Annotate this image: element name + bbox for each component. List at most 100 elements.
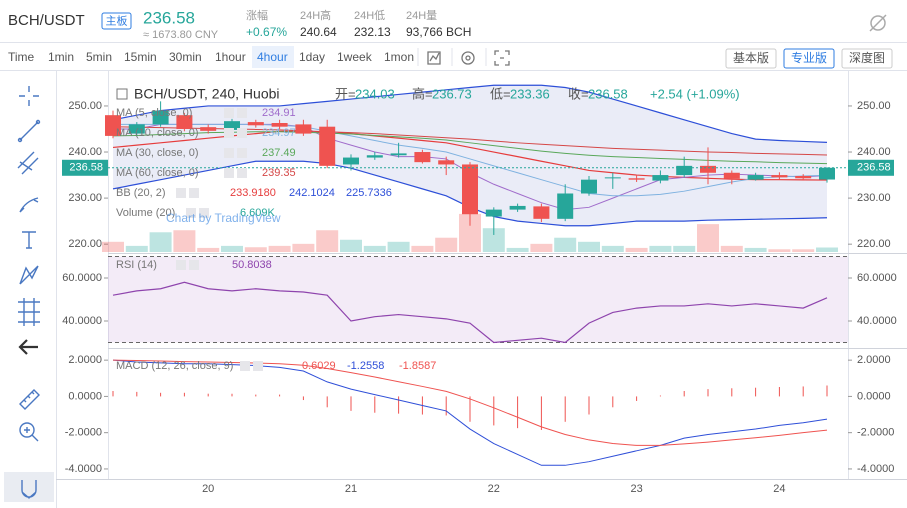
legend-icon[interactable] bbox=[224, 148, 234, 158]
legend-icon[interactable] bbox=[237, 168, 247, 178]
indicator-line bbox=[112, 281, 828, 344]
legend-icon[interactable] bbox=[253, 361, 263, 371]
y-tick-label: -2.0000 bbox=[857, 427, 894, 439]
interval[interactable]: 1mon bbox=[384, 50, 414, 64]
ohlc-value: 234.03 bbox=[355, 86, 395, 101]
volume-bar bbox=[244, 247, 267, 252]
y-tick-label: 240.00 bbox=[68, 146, 102, 158]
legend-name: MA (30, close, 0) bbox=[116, 147, 199, 159]
legend-icon[interactable] bbox=[240, 361, 250, 371]
legend-icon[interactable] bbox=[224, 128, 234, 138]
collapse-icon[interactable] bbox=[116, 88, 128, 100]
volume-bar bbox=[673, 245, 696, 252]
icon bbox=[427, 51, 441, 65]
volume-bar bbox=[102, 241, 124, 252]
view-button[interactable]: 专业版 bbox=[791, 50, 827, 65]
settings-icon[interactable] bbox=[461, 51, 475, 65]
candle-body bbox=[676, 165, 693, 176]
zoom-tool[interactable] bbox=[19, 422, 39, 442]
interval[interactable]: 1min bbox=[48, 50, 74, 64]
back-tool[interactable] bbox=[18, 339, 38, 355]
view-button-box[interactable] bbox=[725, 48, 777, 69]
candle-body bbox=[462, 164, 478, 215]
y-tick-label: -4.0000 bbox=[65, 463, 102, 475]
ohlc-label: 低= bbox=[490, 86, 511, 101]
legend-icon[interactable] bbox=[189, 260, 199, 270]
stat-label: 涨幅 bbox=[246, 9, 268, 22]
legend-icon[interactable] bbox=[176, 260, 186, 270]
y-tick-label: 230.00 bbox=[68, 192, 102, 204]
volume-bar bbox=[506, 247, 529, 252]
interval[interactable]: Time bbox=[8, 50, 35, 64]
volume-bar bbox=[792, 249, 815, 252]
view-button[interactable]: 基本版 bbox=[733, 51, 769, 65]
legend-icon[interactable] bbox=[199, 208, 209, 218]
legend-icon[interactable] bbox=[176, 188, 186, 198]
view-button[interactable]: 深度图 bbox=[849, 50, 885, 65]
volume-bar bbox=[221, 245, 243, 252]
interval[interactable]: 1hour bbox=[215, 50, 246, 64]
interval[interactable]: 30min bbox=[169, 50, 202, 64]
stat-label: 24H高 bbox=[300, 8, 331, 22]
candle-body bbox=[747, 175, 764, 180]
legend-name: Volume (20) bbox=[116, 207, 175, 219]
hide-icon[interactable] bbox=[869, 14, 887, 32]
screenshot-icon[interactable] bbox=[494, 50, 510, 66]
volume-bar bbox=[625, 247, 648, 252]
volume-bar bbox=[554, 237, 577, 252]
candle-body bbox=[795, 175, 812, 179]
candle-body bbox=[819, 167, 835, 180]
text-tool[interactable] bbox=[22, 231, 36, 249]
interval[interactable]: 15min bbox=[124, 50, 157, 64]
legend-icon[interactable] bbox=[189, 188, 199, 198]
volume-bar bbox=[482, 228, 505, 252]
legend-icon[interactable] bbox=[186, 208, 196, 218]
y-tick-label: 220.00 bbox=[857, 238, 891, 250]
fib-tool[interactable] bbox=[18, 298, 40, 326]
line-tool[interactable] bbox=[17, 119, 41, 143]
volume-bar bbox=[363, 245, 386, 252]
legend-value: 234.91 bbox=[262, 107, 296, 119]
price-label: 236.58 bbox=[69, 162, 103, 174]
price-label-box bbox=[62, 159, 108, 176]
volume-bar bbox=[435, 237, 458, 252]
y-tick-label: 250.00 bbox=[857, 100, 891, 112]
chart-title: BCH/USDT, 240, Huobi bbox=[134, 86, 280, 102]
legend-icon[interactable] bbox=[237, 128, 247, 138]
legend-icon[interactable] bbox=[237, 148, 247, 158]
interval[interactable]: 4hour bbox=[257, 50, 288, 64]
ruler-tool[interactable] bbox=[19, 389, 40, 410]
candle-body bbox=[771, 175, 788, 178]
legend-icon[interactable] bbox=[237, 108, 247, 118]
crosshair-tool[interactable] bbox=[19, 86, 39, 106]
price-label-box bbox=[848, 159, 894, 176]
legend-name: MA (60, close, 0) bbox=[116, 167, 199, 179]
legend-icon[interactable] bbox=[224, 168, 234, 178]
view-button-box[interactable] bbox=[841, 48, 893, 69]
interval[interactable]: 1day bbox=[299, 50, 325, 64]
interval[interactable]: 1week bbox=[337, 50, 373, 64]
y-tick-label: 40.0000 bbox=[62, 315, 102, 327]
legend-value: -1.8587 bbox=[399, 360, 436, 372]
pattern-tool[interactable] bbox=[19, 265, 39, 285]
y-tick-label: -2.0000 bbox=[65, 427, 102, 439]
brush-tool[interactable] bbox=[19, 197, 39, 213]
badge: 主板 bbox=[106, 13, 128, 27]
legend-icon[interactable] bbox=[224, 108, 234, 118]
view-button-box[interactable] bbox=[783, 48, 835, 69]
legend-name: RSI (14) bbox=[116, 259, 157, 271]
price-label: 236.58 bbox=[857, 162, 891, 174]
interval[interactable]: 5min bbox=[86, 50, 112, 64]
legend-value: 237.49 bbox=[262, 147, 296, 159]
toolbar: Time 1min 5min 15min 30min 1hour 4hour 1day 1wee… bbox=[8, 46, 893, 69]
channel-tool[interactable] bbox=[17, 151, 39, 175]
change: +2.54 (+1.09%) bbox=[650, 86, 740, 101]
indicator-icon[interactable] bbox=[427, 51, 441, 65]
candle-body bbox=[319, 126, 336, 166]
stat-label: 24H低 bbox=[354, 9, 385, 22]
icon bbox=[465, 55, 471, 61]
x-tick-label: 24 bbox=[773, 483, 785, 495]
legend-value: 6.609K bbox=[240, 207, 276, 219]
stat-label: 24H量 bbox=[406, 9, 437, 22]
candle-body bbox=[438, 160, 455, 165]
